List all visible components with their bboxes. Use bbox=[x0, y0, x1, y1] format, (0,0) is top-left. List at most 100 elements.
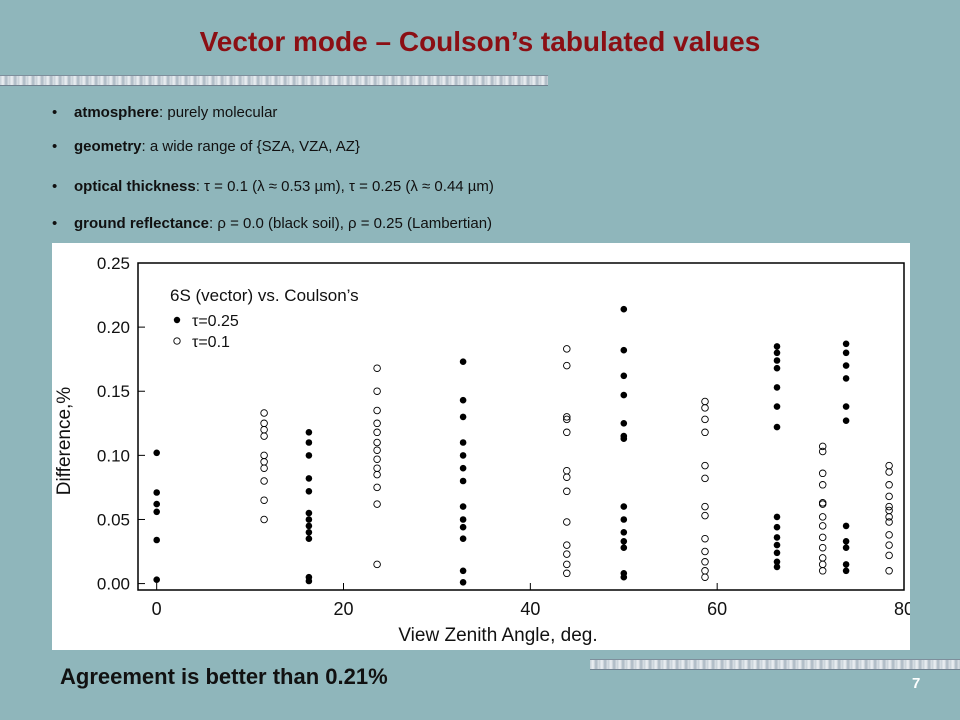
data-point-tau025 bbox=[153, 500, 160, 508]
y-axis-label: Difference,% bbox=[54, 387, 75, 496]
data-point-tau025 bbox=[459, 477, 467, 485]
data-point-tau025 bbox=[153, 449, 160, 457]
data-point-tau01 bbox=[373, 500, 381, 508]
bullet-label: atmosphere bbox=[74, 104, 160, 121]
data-point-tau025 bbox=[305, 509, 313, 517]
data-point-tau01 bbox=[260, 496, 268, 504]
data-point-tau025 bbox=[620, 503, 628, 510]
data-point-tau01 bbox=[260, 477, 268, 485]
data-point-tau025 bbox=[459, 464, 467, 472]
data-point-tau025 bbox=[459, 439, 467, 446]
bullet-label: optical thickness bbox=[74, 178, 196, 195]
bullet-marker: • bbox=[52, 138, 58, 155]
x-axis-label: View Zenith Angle, deg. bbox=[398, 625, 597, 646]
data-point-tau01 bbox=[260, 419, 268, 428]
legend-marker-tau01 bbox=[173, 337, 181, 345]
data-point-tau025 bbox=[153, 576, 160, 583]
data-point-tau01 bbox=[818, 560, 827, 569]
bullet-text: : a wide range of {SZA, VZA, AZ} bbox=[141, 138, 360, 155]
data-point-tau01 bbox=[373, 438, 381, 447]
data-point-tau01 bbox=[885, 502, 893, 511]
data-point-tau025 bbox=[459, 396, 467, 404]
data-point-tau01 bbox=[373, 560, 381, 569]
data-point-tau01 bbox=[373, 483, 381, 492]
data-point-tau01 bbox=[563, 550, 571, 558]
data-point-tau025 bbox=[842, 522, 850, 530]
data-point-tau01 bbox=[260, 432, 268, 440]
x-tick-label: 80 bbox=[894, 599, 910, 619]
data-point-tau025 bbox=[773, 534, 781, 541]
data-point-tau025 bbox=[305, 452, 313, 459]
data-point-tau025 bbox=[620, 435, 628, 442]
data-point-tau01 bbox=[818, 469, 827, 478]
decorative-rule-bottom bbox=[590, 659, 960, 670]
legend: τ=0.25 τ=0.1 bbox=[173, 313, 239, 351]
data-point-tau025 bbox=[620, 346, 628, 354]
data-point-tau025 bbox=[842, 349, 850, 357]
data-point-tau01 bbox=[373, 446, 381, 454]
slide-title: Vector mode – Coulson’s tabulated values bbox=[199, 26, 761, 57]
data-point-tau025 bbox=[773, 349, 781, 357]
data-point-tau025 bbox=[773, 364, 781, 372]
data-point-tau01 bbox=[563, 487, 571, 496]
x-tick-label: 60 bbox=[707, 599, 727, 619]
data-point-tau01 bbox=[373, 387, 381, 395]
data-point-tau025 bbox=[459, 535, 467, 542]
data-point-tau025 bbox=[773, 343, 781, 350]
x-tick-label: 0 bbox=[152, 599, 162, 619]
y-tick-label: 0.10 bbox=[97, 446, 130, 465]
data-point-tau01 bbox=[818, 543, 827, 552]
data-point-tau025 bbox=[305, 439, 313, 446]
data-point-tau025 bbox=[305, 429, 313, 436]
data-point-tau025 bbox=[153, 536, 160, 544]
data-point-tau025 bbox=[773, 513, 781, 521]
bullet-label: geometry bbox=[74, 138, 142, 155]
data-point-tau025 bbox=[773, 523, 781, 531]
data-point-tau01 bbox=[818, 481, 827, 489]
data-point-tau01 bbox=[885, 468, 893, 476]
data-point-tau025 bbox=[842, 403, 850, 410]
data-point-tau01 bbox=[260, 458, 268, 466]
data-point-tau01 bbox=[701, 511, 709, 520]
data-point-tau025 bbox=[153, 508, 160, 516]
data-point-tau01 bbox=[885, 481, 893, 489]
data-point-tau01 bbox=[373, 428, 381, 437]
data-point-tau01 bbox=[373, 419, 381, 428]
bullet-marker: • bbox=[52, 215, 58, 232]
data-point-tau01 bbox=[818, 567, 827, 575]
data-point-tau025 bbox=[842, 375, 850, 382]
data-point-tau01 bbox=[818, 533, 827, 542]
data-point-tau01 bbox=[563, 428, 571, 437]
bullet-label: ground reflectance bbox=[74, 215, 210, 232]
data-point-tau01 bbox=[885, 492, 893, 501]
data-point-tau025 bbox=[773, 541, 781, 549]
data-point-tau025 bbox=[842, 538, 850, 545]
data-point-tau025 bbox=[459, 452, 467, 459]
data-point-tau01 bbox=[373, 406, 381, 415]
scatter-chart: 0.00 0.05 0.10 0.15 0.20 0.25 0 20 40 60 80 6S (v… bbox=[54, 254, 914, 646]
chart-panel: 0.00 0.05 0.10 0.15 0.20 0.25 0 20 40 60 80 6S (v… bbox=[52, 243, 914, 650]
data-point-tau025 bbox=[773, 423, 781, 431]
plot-frame bbox=[137, 262, 905, 591]
footer-note: Agreement is better than 0.21% bbox=[60, 664, 388, 689]
data-point-tau025 bbox=[153, 489, 160, 496]
bullet-text: : purely molecular bbox=[159, 104, 278, 121]
data-point-tau025 bbox=[305, 516, 313, 523]
data-point-tau01 bbox=[701, 534, 709, 543]
data-point-tau01 bbox=[373, 364, 381, 372]
data-point-tau01 bbox=[563, 466, 571, 475]
data-point-tau01 bbox=[818, 442, 827, 451]
bullet-text: : τ = 0.1 (λ ≈ 0.53 µm), τ = 0.25 (λ ≈ 0… bbox=[195, 178, 494, 195]
data-point-tau01 bbox=[373, 455, 381, 463]
data-point-tau025 bbox=[459, 579, 467, 586]
data-point-tau01 bbox=[885, 567, 893, 575]
data-point-tau01 bbox=[885, 551, 893, 560]
data-point-tau025 bbox=[620, 529, 628, 536]
data-point-tau025 bbox=[773, 403, 781, 410]
y-tick-label: 0.15 bbox=[97, 382, 130, 401]
page-number: 7 bbox=[912, 675, 921, 692]
data-point-tau01 bbox=[701, 567, 709, 575]
data-point-tau01 bbox=[563, 345, 571, 353]
data-point-tau025 bbox=[620, 420, 628, 427]
data-point-tau01 bbox=[701, 404, 709, 412]
